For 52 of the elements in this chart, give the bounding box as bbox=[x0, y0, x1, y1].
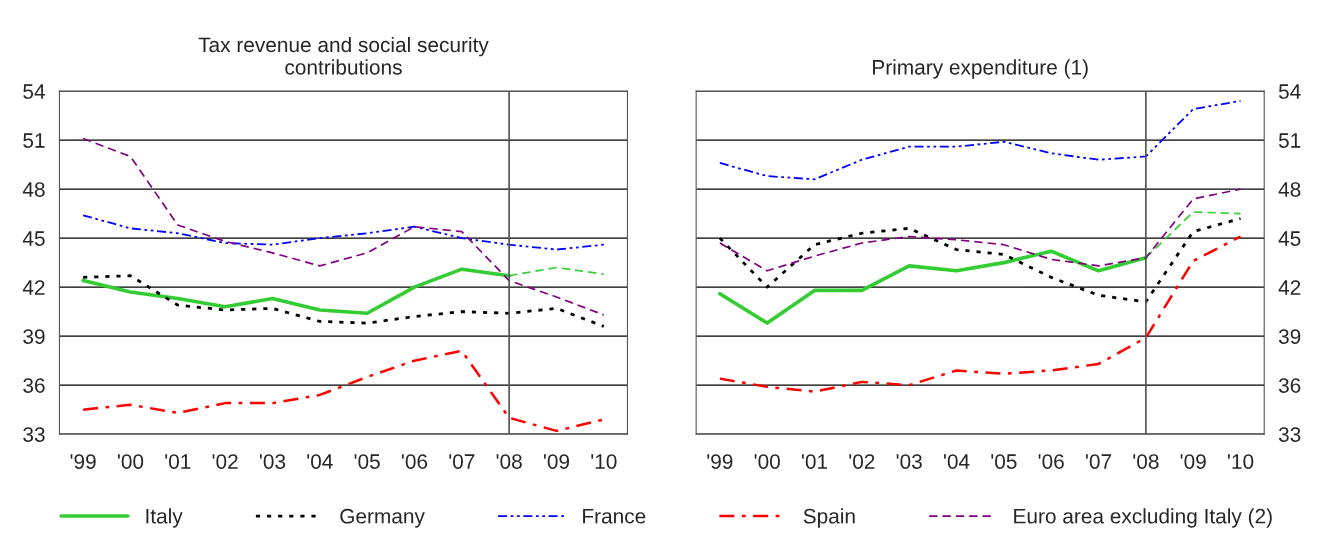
x-tick-label: '03 bbox=[259, 454, 286, 469]
y-tick-label: 45 bbox=[22, 231, 45, 246]
x-tick-label: '00 bbox=[754, 454, 780, 469]
x-tick-label: '06 bbox=[1038, 454, 1064, 469]
legend-label: Germany bbox=[340, 508, 425, 528]
line-series bbox=[718, 100, 1242, 181]
x-tick-label: '01 bbox=[165, 454, 191, 469]
legend-label: France bbox=[583, 509, 646, 524]
y-tick-label: 36 bbox=[23, 378, 45, 393]
chart-title: Primary expenditure (1) bbox=[873, 59, 1088, 79]
y-tick-label: 45 bbox=[1278, 231, 1301, 246]
chart-title: Tax revenue and social security contributions bbox=[198, 36, 489, 75]
legend-label: Euro area excluding Italy (2) bbox=[1014, 508, 1272, 528]
y-tick-label: 48 bbox=[22, 182, 45, 197]
x-tick-label: '09 bbox=[543, 454, 570, 469]
x-tick-label: '02 bbox=[849, 454, 875, 469]
x-tick-label: '00 bbox=[117, 454, 144, 469]
line-series bbox=[718, 188, 1242, 272]
x-tick-label: '03 bbox=[896, 454, 922, 469]
x-tick-label: '08 bbox=[1133, 454, 1159, 469]
y-tick-label: 51 bbox=[23, 133, 45, 148]
x-tick-label: '02 bbox=[212, 454, 238, 469]
x-tick-label: '08 bbox=[496, 454, 522, 469]
y-tick-label: 54 bbox=[23, 84, 45, 99]
x-tick-label: '10 bbox=[591, 454, 617, 469]
y-tick-label: 39 bbox=[23, 329, 45, 344]
y-tick-label: 48 bbox=[1278, 182, 1301, 197]
x-tick-label: '10 bbox=[1228, 454, 1254, 469]
x-tick-label: '99 bbox=[707, 454, 733, 469]
x-tick-label: '05 bbox=[354, 454, 380, 469]
x-tick-label: '07 bbox=[449, 454, 475, 469]
y-tick-label: 36 bbox=[1278, 378, 1301, 393]
line-series bbox=[82, 137, 605, 316]
x-tick-label: '04 bbox=[944, 454, 970, 469]
x-tick-label: '01 bbox=[801, 454, 828, 469]
x-tick-label: '04 bbox=[307, 454, 333, 469]
y-tick-label: 51 bbox=[1278, 133, 1301, 148]
x-tick-label: '09 bbox=[1180, 454, 1206, 469]
legend-label: Italy bbox=[146, 508, 183, 528]
y-tick-label: 39 bbox=[1278, 329, 1301, 344]
x-tick-label: '06 bbox=[401, 454, 428, 469]
legend-label: Spain bbox=[803, 508, 855, 528]
x-tick-label: '07 bbox=[1086, 454, 1112, 469]
line-series bbox=[718, 235, 1242, 393]
y-tick-label: 33 bbox=[1278, 427, 1301, 442]
x-tick-label: '05 bbox=[991, 454, 1017, 469]
line-series bbox=[82, 214, 605, 251]
y-tick-label: 42 bbox=[1278, 280, 1301, 295]
y-tick-label: 54 bbox=[1278, 84, 1301, 99]
y-tick-label: 42 bbox=[22, 280, 45, 295]
x-tick-label: '99 bbox=[70, 454, 96, 469]
y-tick-label: 33 bbox=[23, 427, 45, 442]
